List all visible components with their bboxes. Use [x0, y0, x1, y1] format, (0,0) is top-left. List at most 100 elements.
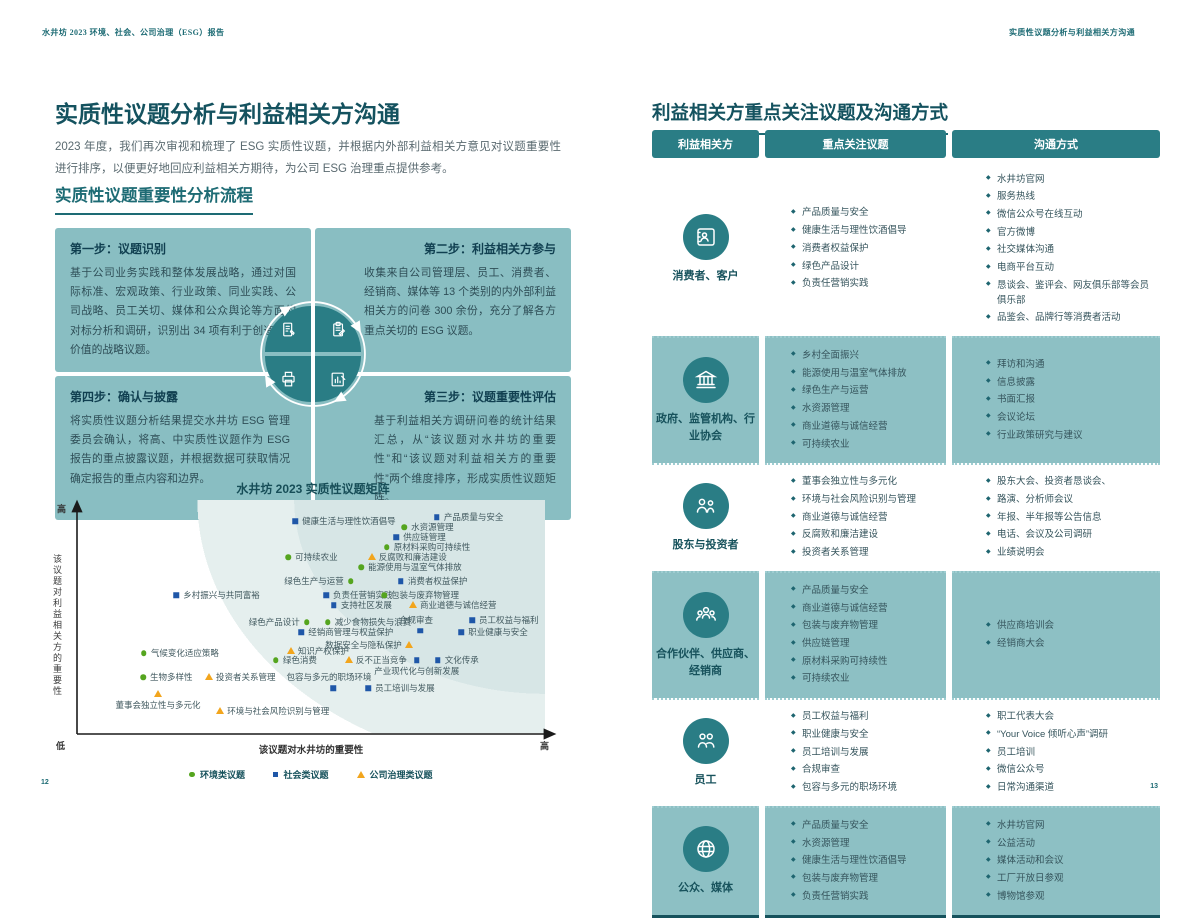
y-axis-label: 该议题对利益相关方的重要性: [52, 554, 62, 697]
table-row: 公众、媒体 产品质量与安全水资源管理健康生活与理性饮酒倡导包装与废弃物管理负责任营…: [652, 806, 1160, 918]
col-header-channels: 沟通方式: [952, 130, 1160, 158]
point-marker: [330, 685, 336, 691]
stakeholder-name: 公众、媒体: [678, 882, 733, 895]
step-title: 第四步：确认与披露: [70, 390, 179, 405]
point-label: 董事会独立性与多元化: [115, 700, 201, 711]
point-marker: [286, 646, 295, 654]
point-marker: [304, 619, 310, 625]
col-header-topics: 重点关注议题: [765, 130, 946, 158]
point-label: 绿色生产与运营: [284, 576, 344, 587]
point-marker: [414, 657, 420, 663]
point-label: 职业健康与安全: [468, 627, 528, 638]
stakeholder-name: 股东与投资者: [672, 538, 739, 551]
employee-pair-icon: [682, 717, 729, 764]
topic-item: 绿色产品设计: [791, 258, 946, 276]
disclosure-icon: [265, 356, 311, 402]
channel-item: 官方微博: [986, 224, 1160, 242]
table-row: 政府、监管机构、行业协会乡村全面振兴能源使用与温室气体排放绿色生产与运营水资源管…: [652, 336, 1160, 463]
topic-item: 可持续农业: [791, 671, 946, 689]
point-marker: [409, 601, 417, 609]
point-label: 绿色消费: [282, 655, 317, 666]
point-label: 员工培训与发展: [375, 683, 435, 693]
topic-item: 包容与多元的职场环境: [791, 780, 946, 798]
survey-icon: [315, 306, 361, 352]
col-topics-list: 产品质量与安全水资源管理健康生活与理性饮酒倡导包装与废弃物管理负责任营销实践: [765, 817, 946, 906]
channel-item: 社交媒体沟通: [986, 242, 1160, 260]
point-marker: [469, 617, 475, 623]
table-row: 合作伙伴、供应商、经销商产品质量与安全商业道德与诚信经营包装与废弃物管理供应链管…: [652, 571, 1160, 698]
point-label: 环境与社会风险识别与管理: [227, 706, 330, 717]
channel-item: 工厂开放日参观: [986, 870, 1160, 888]
topic-item: 产品质量与安全: [791, 817, 946, 835]
col-channels: 水井坊官网服务热线微信公众号在线互动官方微博社交媒体沟通电商平台互动恳谈会、鉴评…: [952, 162, 1160, 336]
table-row: 消费者、客户 产品质量与安全健康生活与理性饮酒倡导消费者权益保护绿色产品设计负责任…: [652, 162, 1160, 336]
channel-item: 品鉴会、品牌行等消费者活动: [986, 310, 1160, 328]
stakeholder-table-body: 消费者、客户产品质量与安全健康生活与理性饮酒倡导消费者权益保护绿色产品设计负责任…: [652, 162, 1160, 918]
topic-item: 健康生活与理性饮酒倡导: [791, 223, 946, 241]
legend-item: 环境类议题: [189, 768, 245, 781]
point-marker: [384, 544, 390, 550]
point-label: 可持续农业: [295, 552, 338, 563]
point-label: 数据安全与隐私保护: [325, 639, 402, 650]
chart-legend: 环境类议题 社会类议题 公司治理类议题: [77, 768, 545, 781]
point-label: 供应链管理: [403, 532, 446, 542]
legend-item: 公司治理类议题: [356, 768, 433, 781]
process-step-3: 第三步：议题重要性评估 基于利益相关方调研问卷的统计结果汇总，从“该议题对水井坊…: [315, 376, 571, 521]
col-channels: 拜访和沟通信息披露书面汇报会议论坛行业政策研究与建议: [952, 336, 1160, 463]
channel-item: 年报、半年报等公告信息: [986, 509, 1160, 527]
process-step-1: 第一步：议题识别 基于公司业务实践和整体发展战略，通过对国际标准、宏观政策、行业…: [55, 228, 311, 373]
point-label: 原材料采购可持续性: [393, 542, 471, 553]
point-label: 反不正当竞争: [355, 655, 407, 666]
col-channels-list: 职工代表大会“Your Voice 倾听心声”调研员工培训微信公众号日常沟通渠道: [952, 709, 1160, 798]
y-axis-high-label: 高: [57, 504, 67, 514]
point-label: 包容与多元的职场环境: [286, 672, 372, 682]
channel-item: 路演、分析师会议: [986, 492, 1160, 510]
point-label: 合规审查: [398, 614, 434, 625]
topic-item: 员工培训与发展: [791, 744, 946, 762]
col-channels: 职工代表大会“Your Voice 倾听心声”调研员工培训微信公众号日常沟通渠道: [952, 697, 1160, 807]
point-label: 投资者关系管理: [216, 672, 276, 683]
channel-item: 服务热线: [986, 189, 1160, 207]
col-topics-list: 员工权益与福利职业健康与安全员工培训与发展合规审查包容与多元的职场环境: [765, 709, 946, 798]
topic-item: 负责任营销实践: [791, 276, 946, 294]
topic-item: 商业道德与诚信经营: [791, 418, 946, 436]
col-channels: 水井坊官网公益活动媒体活动和会议工厂开放日参观博物馆参观: [952, 806, 1160, 918]
topic-item: 可持续农业: [791, 436, 946, 454]
col-topics: 产品质量与安全健康生活与理性饮酒倡导消费者权益保护绿色产品设计负责任营销实践: [765, 162, 946, 336]
point-marker: [417, 628, 423, 634]
col-channels-list: 水井坊官网服务热线微信公众号在线互动官方微博社交媒体沟通电商平台互动恳谈会、鉴评…: [952, 171, 1160, 327]
materiality-matrix-chart: 健康生活与理性饮酒倡导 产品质量与安全 水资源管理 供应链管理 原材料采购可持续性 可持续…: [40, 496, 585, 796]
point-marker: [216, 707, 225, 715]
point-label: 员工权益与福利: [479, 615, 539, 625]
channel-item: 业绩说明会: [986, 545, 1160, 563]
step-body: 基于公司业务实践和整体发展战略，通过对国际标准、宏观政策、行业政策、同业实践、公…: [70, 267, 296, 356]
point-label: 水资源管理: [411, 522, 454, 532]
point-marker: [325, 619, 331, 625]
channel-item: 会议论坛: [986, 409, 1160, 427]
stakeholder-cell: 合作伙伴、供应商、经销商: [652, 571, 759, 698]
point-label: 反腐败和廉洁建设: [378, 552, 447, 563]
point-marker: [393, 534, 399, 540]
channel-item: 微信公众号在线互动: [986, 206, 1160, 224]
materiality-process-diagram: 第一步：议题识别 基于公司业务实践和整体发展战略，通过对国际标准、宏观政策、行业…: [55, 228, 571, 521]
page-number-left: 12: [41, 779, 49, 786]
stakeholder-cell: 员工: [652, 697, 759, 807]
point-marker: [348, 578, 354, 584]
step-body: 基于利益相关方调研问卷的统计结果汇总，从“该议题对水井坊的重要性”和“该议题对利…: [374, 415, 556, 504]
topic-item: 产品质量与安全: [791, 205, 946, 223]
point-marker: [140, 674, 146, 680]
point-marker: [141, 650, 147, 656]
point-marker: [358, 564, 364, 570]
stakeholder-cell: 消费者、客户: [652, 162, 759, 336]
assessment-icon: [315, 356, 361, 402]
col-header-stakeholder: 利益相关方: [652, 130, 759, 158]
table-row: 员工员工权益与福利职业健康与安全员工培训与发展合规审查包容与多元的职场环境职工代…: [652, 697, 1160, 807]
point-marker: [404, 640, 413, 648]
col-topics-list: 产品质量与安全健康生活与理性饮酒倡导消费者权益保护绿色产品设计负责任营销实践: [765, 205, 946, 294]
channel-item: 供应商培训会: [986, 618, 1160, 636]
point-marker: [323, 592, 329, 598]
point-label: 知识产权保护: [297, 646, 349, 656]
step-title: 第二步：利益相关方参与: [423, 242, 556, 256]
step-body: 将实质性议题分析结果提交水井坊 ESG 管理委员会确认，将高、中实质性议题作为 …: [70, 415, 290, 485]
people-group-icon: [682, 592, 729, 639]
